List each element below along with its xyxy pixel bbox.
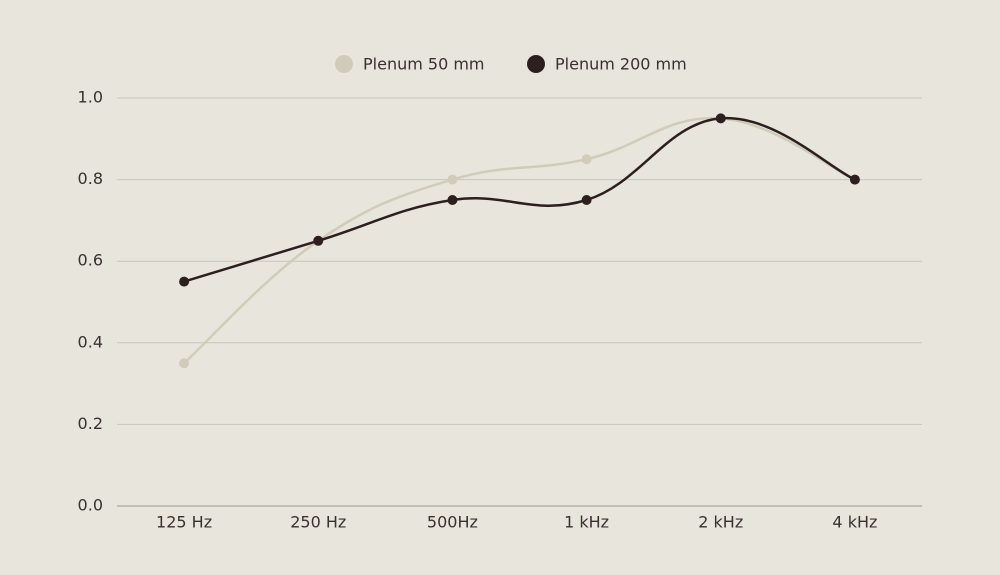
point bbox=[447, 174, 458, 185]
legend-marker bbox=[335, 55, 353, 73]
x-tick-label: 4 kHz bbox=[832, 513, 877, 532]
point bbox=[179, 276, 190, 287]
line bbox=[183, 116, 856, 365]
y-tick-label: 0.4 bbox=[78, 332, 103, 351]
x-tick-label: 1 kHz bbox=[564, 513, 609, 532]
y-tick-label: 0.2 bbox=[78, 414, 103, 433]
point bbox=[313, 235, 324, 246]
line bbox=[183, 117, 856, 283]
legend-marker bbox=[527, 55, 545, 73]
y-tick-label: 0.6 bbox=[78, 251, 103, 270]
x-tick-label: 125 Hz bbox=[156, 513, 212, 532]
point bbox=[447, 195, 458, 205]
point bbox=[581, 154, 592, 165]
y-tick-label: 1.0 bbox=[78, 88, 103, 107]
point bbox=[581, 195, 592, 205]
y-tick-label: 0.8 bbox=[78, 169, 103, 188]
x-tick-label: 500Hz bbox=[427, 513, 478, 532]
legend-label: Plenum 200 mm bbox=[555, 55, 687, 74]
legend-label: Plenum 50 mm bbox=[363, 55, 485, 74]
point bbox=[849, 174, 860, 185]
point bbox=[715, 113, 726, 124]
point bbox=[179, 358, 190, 369]
x-tick-label: 2 kHz bbox=[698, 513, 743, 532]
y-tick-label: 0.0 bbox=[78, 496, 103, 515]
x-tick-label: 250 Hz bbox=[290, 513, 346, 532]
